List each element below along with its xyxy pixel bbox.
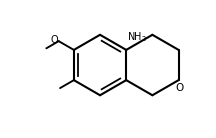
Text: O: O [175, 83, 184, 93]
Text: NH$_2$: NH$_2$ [127, 30, 147, 44]
Text: O: O [50, 35, 58, 45]
